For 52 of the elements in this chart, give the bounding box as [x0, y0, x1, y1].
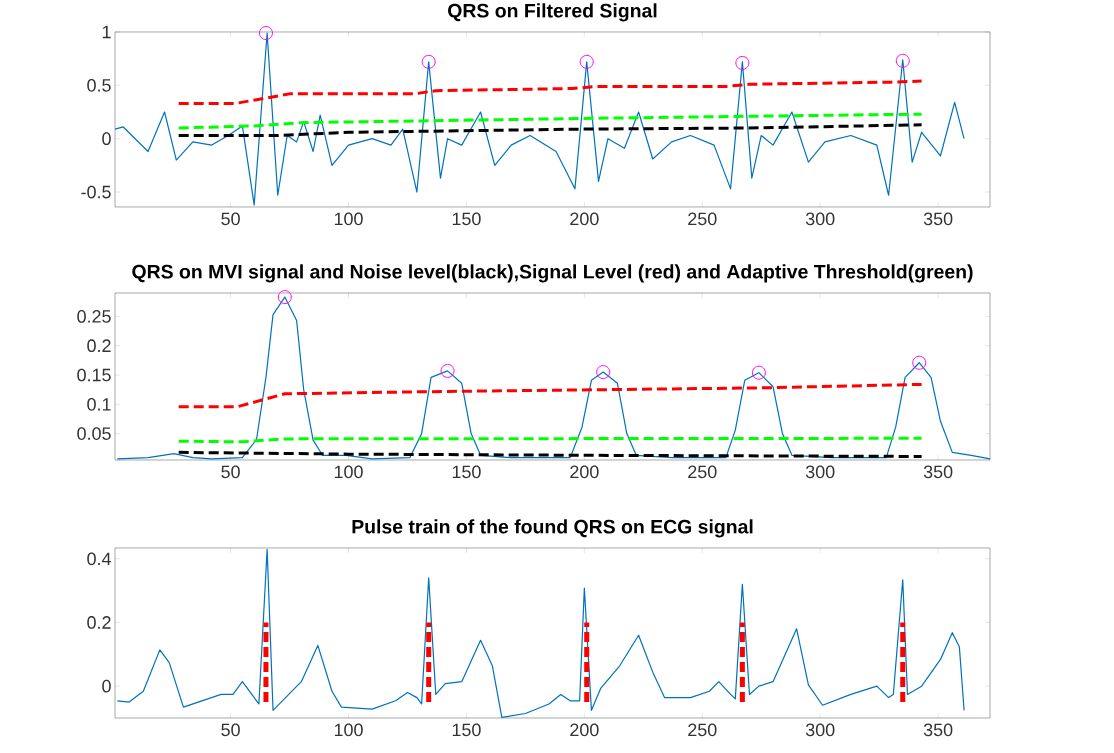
- y-tick-label: 0.05: [77, 427, 111, 440]
- line-series: [177, 382, 924, 409]
- point: [421, 54, 436, 69]
- x-tick-label: 350: [923, 465, 953, 479]
- x-tick-label: 150: [452, 212, 481, 226]
- y-tick-label: 0.1: [87, 397, 111, 411]
- point: [751, 365, 766, 380]
- line-series: [177, 112, 924, 130]
- y-tick-label: 1: [102, 25, 111, 39]
- line-series: [177, 79, 924, 105]
- y-tick-label: 0: [102, 679, 111, 693]
- point: [735, 55, 750, 70]
- y-tick-label: 0.4: [87, 552, 111, 566]
- x-tick-label: 250: [688, 465, 717, 479]
- point: [912, 355, 927, 370]
- x-tick-label: 50: [221, 212, 240, 226]
- x-tick-label: 150: [452, 723, 481, 737]
- x-tick-label: 100: [334, 212, 363, 226]
- x-tick-label: 300: [805, 465, 835, 479]
- x-tick-label: 100: [334, 723, 363, 737]
- y-tick-label: 0.2: [87, 616, 111, 629]
- x-tick-label: 50: [221, 465, 240, 479]
- line-series: [116, 296, 991, 460]
- y-tick-label: 0.2: [87, 339, 111, 353]
- y-tick-label: 0.25: [77, 310, 111, 323]
- x-tick-label: 50: [221, 723, 240, 737]
- point: [579, 54, 594, 69]
- point: [895, 53, 910, 68]
- chart-title: QRS on MVI signal and Noise level(black),Signal Level (red) and Adaptive Threshold(green): [132, 264, 973, 283]
- x-tick-label: 150: [452, 465, 481, 479]
- x-tick-label: 200: [570, 723, 599, 737]
- x-tick-label: 200: [570, 212, 599, 226]
- y-tick-label: 0.5: [87, 78, 111, 92]
- chart-title: Pulse train of the found QRS on ECG signal: [352, 519, 753, 538]
- chart-title: QRS on Filtered Signal: [448, 3, 657, 22]
- point: [596, 365, 611, 380]
- line-series: [177, 123, 924, 137]
- x-tick-label: 350: [923, 212, 953, 226]
- x-tick-label: 200: [570, 465, 599, 479]
- y-tick-label: -0.5: [81, 185, 111, 199]
- x-tick-label: 250: [688, 723, 717, 737]
- point: [258, 26, 273, 41]
- y-tick-label: 0: [102, 132, 111, 146]
- x-tick-label: 100: [334, 465, 363, 479]
- x-tick-label: 250: [688, 212, 717, 226]
- x-tick-label: 300: [805, 212, 835, 226]
- line-series: [114, 32, 965, 206]
- x-tick-label: 350: [923, 723, 953, 737]
- x-tick-label: 300: [805, 723, 835, 737]
- point: [440, 363, 455, 378]
- y-tick-label: 0.15: [77, 368, 111, 382]
- point: [277, 290, 292, 305]
